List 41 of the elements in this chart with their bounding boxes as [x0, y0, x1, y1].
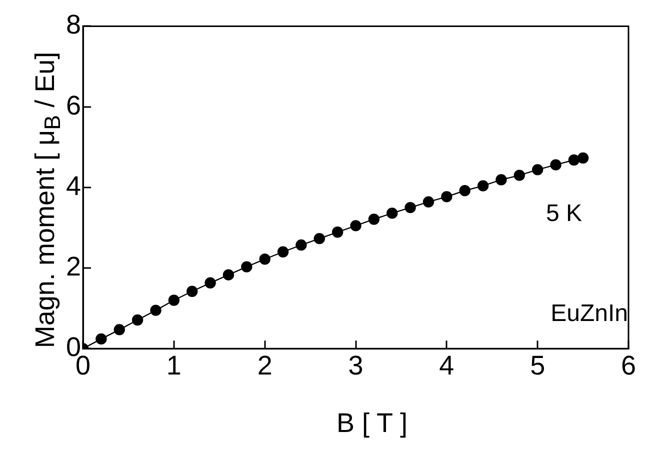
y-tick-label: 4 — [66, 170, 82, 201]
point — [459, 185, 470, 196]
point — [550, 159, 562, 170]
x-axis-title: B [ T ] — [336, 408, 408, 439]
point — [96, 333, 107, 345]
point — [150, 304, 162, 316]
point — [168, 294, 180, 306]
point — [114, 324, 125, 336]
y-tick-label: 6 — [66, 90, 82, 120]
point — [350, 220, 362, 232]
x-tick-label: 2 — [257, 350, 272, 380]
x-tick-label: 5 — [530, 350, 546, 380]
point — [241, 261, 252, 272]
point — [332, 226, 344, 238]
point — [568, 154, 580, 166]
point — [368, 214, 380, 225]
point — [132, 314, 144, 326]
x-tick-label: 3 — [348, 350, 364, 380]
point — [441, 191, 452, 202]
point — [477, 180, 489, 192]
point — [532, 164, 544, 176]
annotation: EuZnIn — [550, 300, 628, 328]
point — [222, 269, 234, 280]
point — [277, 246, 289, 258]
point — [259, 254, 270, 265]
annotation: 5 K — [546, 200, 582, 228]
point — [314, 232, 325, 244]
y-tick-label: 2 — [66, 251, 82, 282]
point — [386, 208, 398, 219]
point — [296, 239, 307, 251]
point — [514, 170, 525, 181]
point — [422, 196, 434, 208]
x-tick-label: 4 — [439, 350, 454, 380]
x-tick-label: 6 — [620, 350, 636, 380]
y-tick-label: 8 — [66, 10, 82, 40]
point — [496, 174, 507, 186]
x-tick-label: 1 — [166, 350, 182, 380]
point — [204, 277, 216, 289]
point — [577, 152, 589, 164]
point — [404, 202, 416, 214]
point — [186, 286, 198, 297]
